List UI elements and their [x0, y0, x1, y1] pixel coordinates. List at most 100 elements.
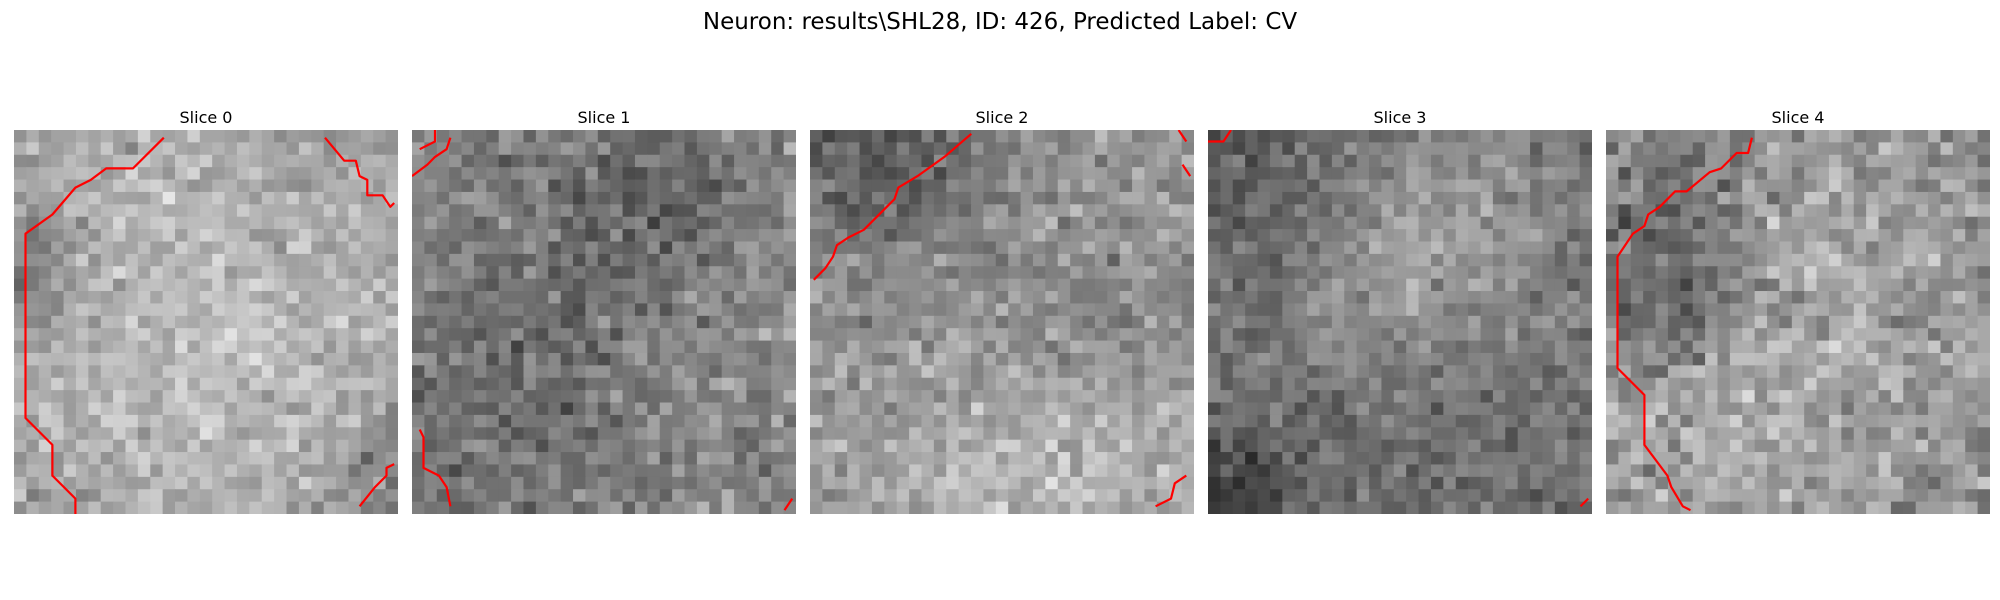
pixel — [473, 303, 487, 317]
pixel — [573, 291, 587, 305]
pixel — [261, 439, 275, 453]
pixel — [871, 365, 885, 379]
pixel — [1057, 241, 1071, 255]
pixel — [1443, 464, 1457, 478]
pixel — [971, 402, 985, 416]
pixel — [63, 377, 77, 391]
pixel — [634, 365, 648, 379]
pixel — [1717, 154, 1731, 168]
pixel — [1915, 266, 1929, 280]
pixel — [1393, 253, 1407, 267]
pixel — [1356, 476, 1370, 490]
pixel — [14, 241, 27, 255]
pixel — [137, 340, 151, 354]
pixel — [1406, 216, 1420, 230]
pixel — [1742, 328, 1756, 342]
pixel — [486, 501, 500, 514]
pixel — [822, 489, 836, 503]
pixel — [75, 241, 89, 255]
pixel — [14, 452, 27, 466]
pixel — [1107, 253, 1121, 267]
pixel — [859, 266, 873, 280]
pixel — [1070, 439, 1084, 453]
pixel — [1020, 142, 1034, 156]
pixel — [113, 167, 127, 181]
pixel — [859, 154, 873, 168]
pixel — [137, 142, 151, 156]
pixel — [734, 179, 748, 193]
pixel — [1119, 352, 1133, 366]
pixel — [498, 191, 512, 205]
pixel — [261, 414, 275, 428]
pixel — [1853, 266, 1867, 280]
pixel — [746, 315, 760, 329]
pixel — [1742, 340, 1756, 354]
pixel — [696, 439, 710, 453]
pixel — [1119, 179, 1133, 193]
pixel — [1779, 476, 1793, 490]
pixel — [1269, 452, 1283, 466]
pixel — [212, 179, 226, 193]
pixel — [1618, 476, 1632, 490]
pixel — [1779, 142, 1793, 156]
pixel — [187, 241, 201, 255]
pixel — [1606, 501, 1619, 514]
pixel — [125, 142, 139, 156]
pixel — [1567, 167, 1581, 181]
pixel — [1369, 253, 1383, 267]
pixel — [1344, 501, 1358, 514]
pixel — [1443, 439, 1457, 453]
pixel — [1890, 352, 1904, 366]
pixel — [1779, 253, 1793, 267]
pixel — [175, 352, 189, 366]
pixel — [1045, 390, 1059, 404]
pixel — [921, 476, 935, 490]
pixel — [1977, 377, 1990, 391]
pixel — [672, 216, 686, 230]
pixel — [597, 328, 611, 342]
pixel — [1630, 464, 1644, 478]
pixel — [909, 303, 923, 317]
pixel — [236, 352, 250, 366]
pixel — [1853, 253, 1867, 267]
pixel — [1530, 191, 1544, 205]
pixel — [1443, 179, 1457, 193]
pixel — [311, 216, 325, 230]
pixel — [187, 464, 201, 478]
pixel — [721, 377, 735, 391]
pixel — [847, 390, 861, 404]
pixel — [51, 402, 65, 416]
pixel — [436, 229, 450, 243]
pixel — [461, 414, 475, 428]
pixel — [573, 216, 587, 230]
pixel — [1567, 253, 1581, 267]
pixel — [1940, 365, 1954, 379]
pixel — [1667, 154, 1681, 168]
pixel — [63, 303, 77, 317]
pixel — [1816, 377, 1830, 391]
pixel — [1866, 154, 1880, 168]
pixel — [38, 142, 52, 156]
pixel — [659, 291, 673, 305]
pixel — [1331, 352, 1345, 366]
pixel — [436, 204, 450, 218]
pixel — [162, 328, 176, 342]
pixel — [1443, 253, 1457, 267]
pixel — [1643, 352, 1657, 366]
pixel — [1530, 439, 1544, 453]
slice-0-panel: Slice 0 — [14, 108, 398, 514]
pixel — [1692, 464, 1706, 478]
pixel — [1480, 216, 1494, 230]
pixel — [137, 315, 151, 329]
pixel — [88, 402, 102, 416]
pixel — [597, 204, 611, 218]
pixel — [771, 377, 785, 391]
pixel — [847, 315, 861, 329]
pixel — [1480, 452, 1494, 466]
pixel — [684, 489, 698, 503]
pixel — [1742, 414, 1756, 428]
pixel — [535, 266, 549, 280]
pixel — [1269, 402, 1283, 416]
pixel — [1181, 464, 1194, 478]
pixel — [1008, 130, 1022, 143]
